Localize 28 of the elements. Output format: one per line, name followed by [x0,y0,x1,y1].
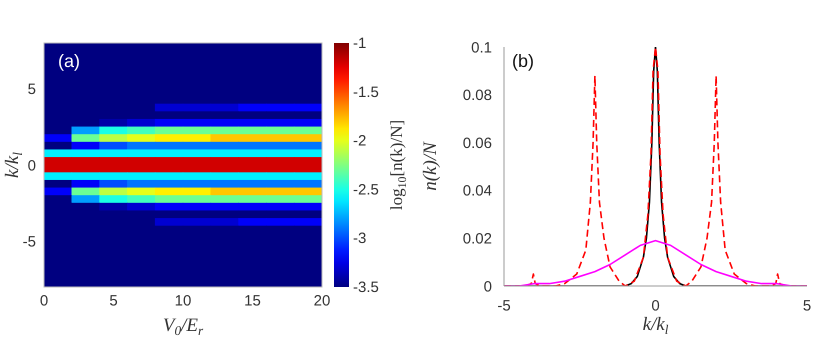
y-tick-label: 0.08 [462,87,492,104]
annotation: (b) [512,51,534,72]
color-bar-label: -1 [353,35,366,52]
y-tick-label: 0 [28,157,36,174]
x-tick-label: 20 [314,292,330,310]
y-tick-label: 0 [484,278,492,296]
y-tick-label: 0.1 [471,39,492,56]
y-tick-label: 0.04 [462,182,492,200]
color-bar-label: -2.5 [353,181,379,198]
x-tick-label: -5 [497,298,511,315]
color-bar-label: -3 [353,230,366,248]
y-tick-label: 0.02 [462,230,492,248]
color-bar-label: -3.5 [353,279,379,296]
x-tick-label: 10 [174,292,192,310]
y-axis-title: n(k)/N [420,140,441,191]
x-tick-label: 15 [244,292,261,310]
annotation: (a) [58,51,80,72]
x-axis-title: k/k$_{l}$ [642,314,669,337]
y-tick-label: -5 [22,234,36,251]
color-bar-label: -2 [353,132,366,150]
x-tick-label: 0 [40,292,48,310]
y-tick-label: 0.06 [462,134,492,152]
color-bar-label: -1.5 [353,84,379,101]
x-axis-title: V$_{0}$/E$_{r}$ [162,315,204,338]
x-tick-label: 5 [802,298,812,315]
x-tick-label: 0 [651,298,660,315]
x-tick-label: 5 [109,292,118,310]
y-tick-label: 5 [28,81,36,98]
